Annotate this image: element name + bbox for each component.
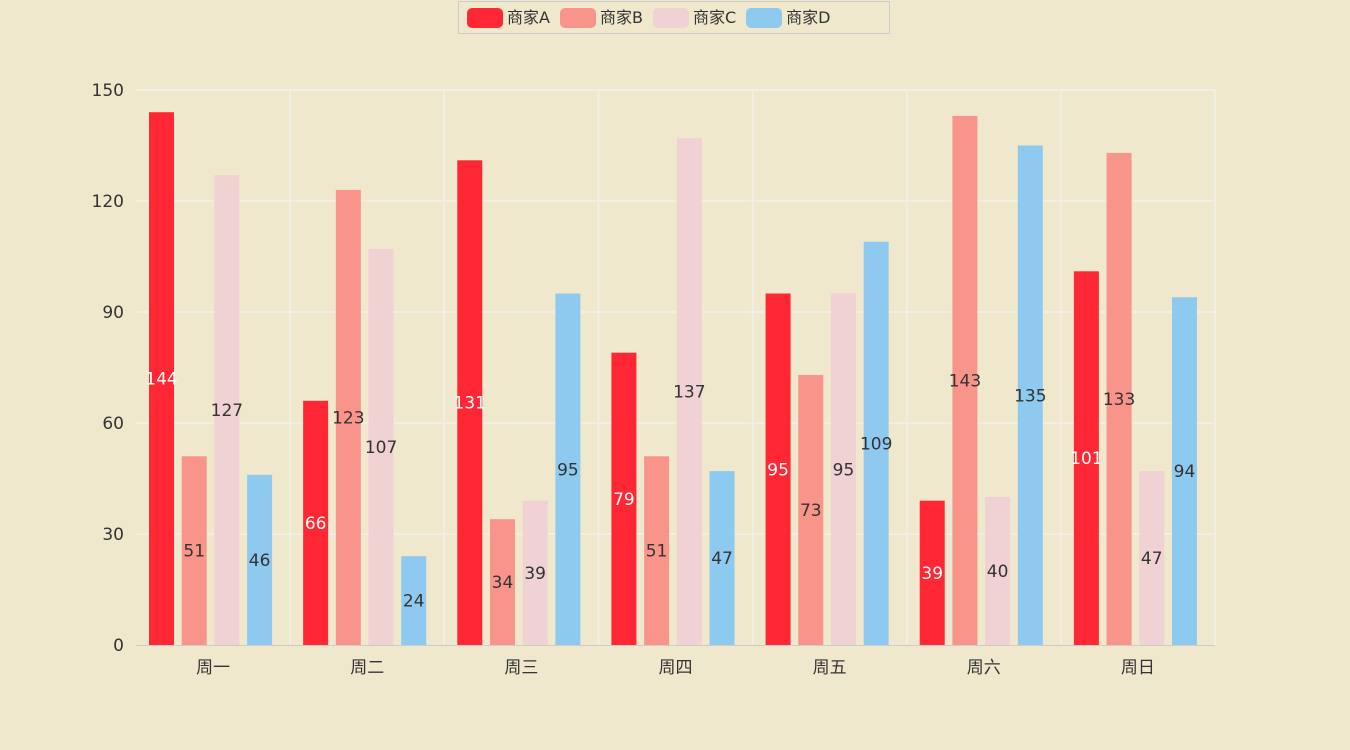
axis-layer: 0 30 60 90 120 150 周一 周二 周三 周四 周五 周六 周日 [92,81,1215,678]
y-tick-label: 120 [92,192,124,212]
data-label-3-2: 107 [365,438,397,458]
x-tick-label: 周六 [967,658,1001,678]
y-tick-label: 60 [102,414,124,434]
chart-legend: 商家A 商家B 商家C 商家D [458,1,890,34]
legend-swatch-series-2 [559,7,596,28]
data-label-1-1: 144 [145,370,177,390]
data-label-4-6: 135 [1014,386,1046,406]
legend-label-series-2: 商家B [599,7,643,27]
legend-swatch-series-1 [467,7,503,28]
legend-label-series-3: 商家C [692,7,737,27]
x-tick-label: 周日 [1121,658,1155,678]
legend-item-series-1[interactable]: 商家A [467,7,550,28]
bar-4-5 [863,241,889,645]
data-label-3-7: 47 [1141,549,1163,569]
bar-3-1 [214,175,240,645]
legend-item-series-3[interactable]: 商家C [652,7,737,28]
data-label-2-5: 73 [800,501,822,521]
data-label-4-3: 95 [557,460,579,480]
bar-3-5 [830,293,856,645]
bar-2-2 [335,189,361,645]
y-tick-label: 30 [102,525,124,545]
legend-label-series-1: 商家A [507,7,550,27]
bar-3-7 [1139,471,1165,645]
bar-4-4 [709,471,735,645]
x-tick-label: 周四 [659,658,693,678]
y-tick-label: 0 [113,636,124,656]
bar-2-3 [489,519,515,645]
x-tick-label: 周三 [504,658,538,678]
bar-1-2 [303,400,329,645]
data-label-2-6: 143 [949,371,981,391]
data-label-2-1: 51 [183,542,205,562]
bar-4-7 [1171,297,1197,645]
legend-item-series-2[interactable]: 商家B [559,7,643,28]
data-label-4-5: 109 [860,434,892,454]
data-label-1-3: 131 [454,394,486,414]
bar-3-2 [368,249,394,645]
legend-item-series-4[interactable]: 商家D [746,7,831,28]
data-label-1-7: 101 [1070,449,1102,469]
bar-2-5 [798,374,824,645]
y-tick-label: 90 [102,303,124,323]
grid-layer [136,89,1216,645]
bar-4-6 [1017,145,1043,645]
bar-3-3 [522,500,548,645]
data-label-2-3: 34 [492,573,514,593]
bar-4-3 [555,293,581,645]
legend-swatch-series-4 [746,7,783,28]
data-label-layer: 144 66 131 79 95 39 101 51 123 34 51 73 143 133 127 107… [145,370,1195,612]
data-label-3-3: 39 [524,564,546,584]
data-label-3-5: 95 [833,460,855,480]
data-label-3-4: 137 [673,383,705,403]
bar-1-4 [611,352,637,645]
bar-4-2 [401,556,427,645]
bar-4-1 [247,474,273,645]
data-label-2-2: 123 [332,408,364,428]
data-label-2-7: 133 [1103,390,1135,410]
data-label-1-4: 79 [613,490,635,510]
bar-3-4 [676,138,702,645]
bar-1-5 [765,293,791,645]
data-label-4-4: 47 [711,549,733,569]
bar-2-1 [181,456,207,645]
x-tick-label: 周五 [813,658,847,678]
bar-1-1 [149,112,174,645]
data-label-3-6: 40 [987,562,1009,582]
x-tick-label: 周一 [196,658,230,678]
data-label-4-2: 24 [403,592,425,612]
bar-3-6 [985,497,1011,645]
x-tick-label: 周二 [350,658,384,678]
data-label-4-7: 94 [1174,462,1196,482]
data-label-3-1: 127 [211,401,243,421]
bar-layer [149,112,1197,646]
bar-2-6 [952,115,978,645]
legend-label-series-4: 商家D [786,7,831,27]
data-label-2-4: 51 [646,542,668,562]
bar-2-4 [644,456,670,645]
y-tick-label: 150 [92,81,124,101]
legend-swatch-series-3 [652,7,689,28]
data-label-1-6: 39 [921,564,943,584]
data-label-1-5: 95 [767,460,789,480]
bar-1-7 [1073,271,1099,645]
bar-1-6 [919,500,945,645]
bar-2-7 [1106,152,1132,645]
bar-1-3 [457,160,483,646]
data-label-1-2: 66 [305,514,327,534]
data-label-4-1: 46 [249,551,271,571]
